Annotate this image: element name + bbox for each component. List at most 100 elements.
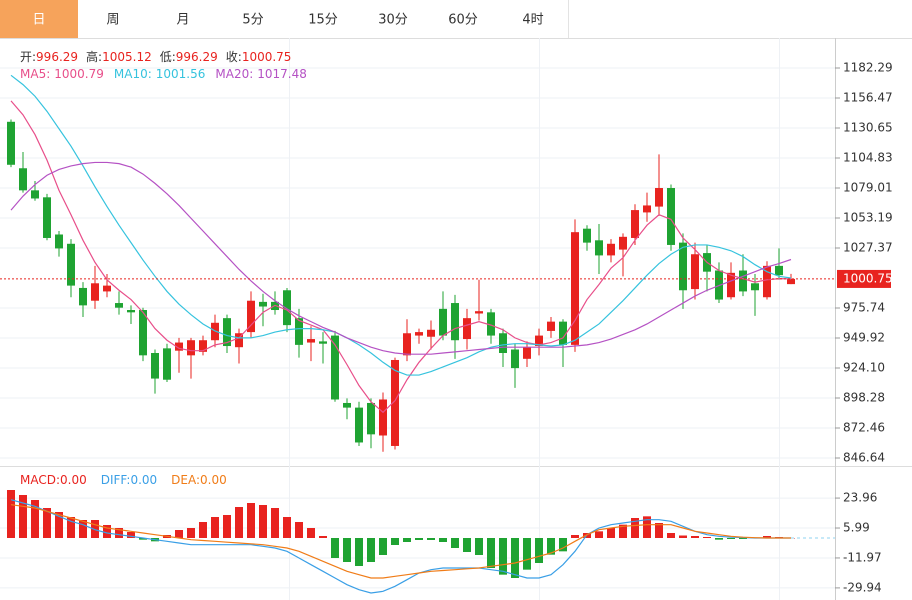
macd-bar	[547, 538, 555, 555]
tab-label[interactable]: 30分	[378, 13, 408, 28]
tab[interactable]: 15分	[288, 0, 359, 38]
macd-bar	[31, 500, 39, 538]
macd-bar	[139, 538, 147, 540]
macd-bar	[127, 532, 135, 538]
legend-value: 1000.79	[54, 67, 104, 81]
candle-body	[151, 353, 159, 379]
tab[interactable]: 5分	[218, 0, 289, 38]
candle-body	[331, 335, 339, 400]
tab-bg[interactable]	[0, 0, 78, 38]
tab-bg[interactable]	[358, 0, 428, 38]
candle-body	[67, 243, 75, 286]
ui: 日 周 月 5分 15分 30分 60分 4时 1182.29 1156.47 1130.65 110…	[0, 0, 893, 594]
candle-body	[619, 236, 627, 250]
tab[interactable]: 30分	[358, 0, 429, 38]
macd-bar	[679, 535, 687, 538]
candle-body	[319, 341, 327, 344]
candle-body	[199, 340, 207, 352]
marks	[0, 74, 835, 594]
tab[interactable]: 60分	[428, 0, 499, 38]
candle-body	[475, 311, 483, 314]
legend-name: MA5:	[20, 67, 50, 81]
candle-body	[487, 312, 495, 336]
macd-legend-item: MACD:0.00	[20, 473, 87, 487]
macd-bar	[67, 517, 75, 538]
tab-bg[interactable]	[218, 0, 288, 38]
tab-label[interactable]: 日	[32, 13, 45, 28]
macd-bar	[475, 538, 483, 555]
macd-legend-value: 0.00	[130, 473, 157, 487]
tab-label[interactable]: 周	[106, 13, 119, 28]
ma-line	[10, 74, 792, 376]
tab[interactable]: 周	[78, 0, 149, 38]
macd-bar	[739, 538, 747, 539]
macd-bar	[187, 528, 195, 538]
macd-bar	[451, 538, 459, 548]
tab-label[interactable]: 15分	[308, 13, 338, 28]
macd-legend-value: 0.00	[200, 473, 227, 487]
y-tick-label: 1182.29	[843, 61, 893, 75]
candle-body	[559, 321, 567, 345]
candle-body	[523, 347, 531, 359]
candle-body	[499, 333, 507, 354]
macd-legend-name: MACD:	[20, 473, 60, 487]
tab-label[interactable]: 5分	[242, 13, 263, 28]
last-price-box	[837, 269, 891, 288]
legend-name: MA10:	[114, 67, 152, 81]
macd-bar	[631, 518, 639, 538]
macd-bar	[271, 508, 279, 538]
info-value: 996.29	[176, 50, 218, 64]
tab-bg[interactable]	[428, 0, 498, 38]
y-tick-label: -11.97	[843, 550, 882, 564]
info-value: 996.29	[36, 50, 78, 64]
candle-body	[535, 335, 543, 347]
tab-bg[interactable]	[498, 0, 568, 38]
macd-bar	[211, 517, 219, 538]
macd-bar	[499, 538, 507, 575]
y-tick-label: 898.28	[843, 390, 885, 404]
macd-bar	[643, 516, 651, 538]
macd-bar	[691, 536, 699, 538]
diff-line	[10, 499, 791, 594]
macd-bar	[103, 525, 111, 538]
tab[interactable]: 4时	[498, 0, 569, 38]
macd-bar	[655, 523, 663, 538]
tab[interactable]: 月	[148, 0, 219, 38]
macd-bar	[295, 522, 303, 538]
candle-body	[415, 332, 423, 336]
tab-bg[interactable]	[288, 0, 358, 38]
tab[interactable]: 日	[0, 0, 79, 38]
macd-bar	[439, 538, 447, 542]
candle-body	[55, 234, 63, 249]
candle-body	[439, 308, 447, 336]
macd-bar	[55, 512, 63, 538]
tab-label[interactable]: 月	[176, 13, 189, 28]
candle-body	[259, 301, 267, 307]
candle-body	[571, 232, 579, 345]
macd-bar	[175, 530, 183, 538]
macd-bar	[487, 538, 495, 568]
candle-body	[655, 188, 663, 207]
y-tick-label: 846.64	[843, 450, 885, 464]
y-tick-label: 23.96	[843, 491, 877, 505]
candle-body	[235, 333, 243, 348]
macd-bar	[379, 538, 387, 555]
y-tick-label: 1053.19	[843, 211, 893, 225]
candle-body	[295, 318, 303, 345]
candle-body	[7, 121, 15, 165]
candle-body	[463, 318, 471, 340]
tab-label[interactable]: 60分	[448, 13, 478, 28]
tab-bg[interactable]	[78, 0, 148, 38]
y-tick-label: 924.10	[843, 360, 885, 374]
candle-body	[679, 242, 687, 291]
candle-body	[391, 359, 399, 446]
macd-bar	[115, 528, 123, 538]
candle-body	[355, 407, 363, 443]
macd-bar	[355, 538, 363, 566]
last-price-label: 1000.75	[843, 271, 893, 285]
tab-label[interactable]: 4时	[522, 13, 543, 28]
tab-bg[interactable]	[148, 0, 218, 38]
macd-bar	[235, 507, 243, 538]
